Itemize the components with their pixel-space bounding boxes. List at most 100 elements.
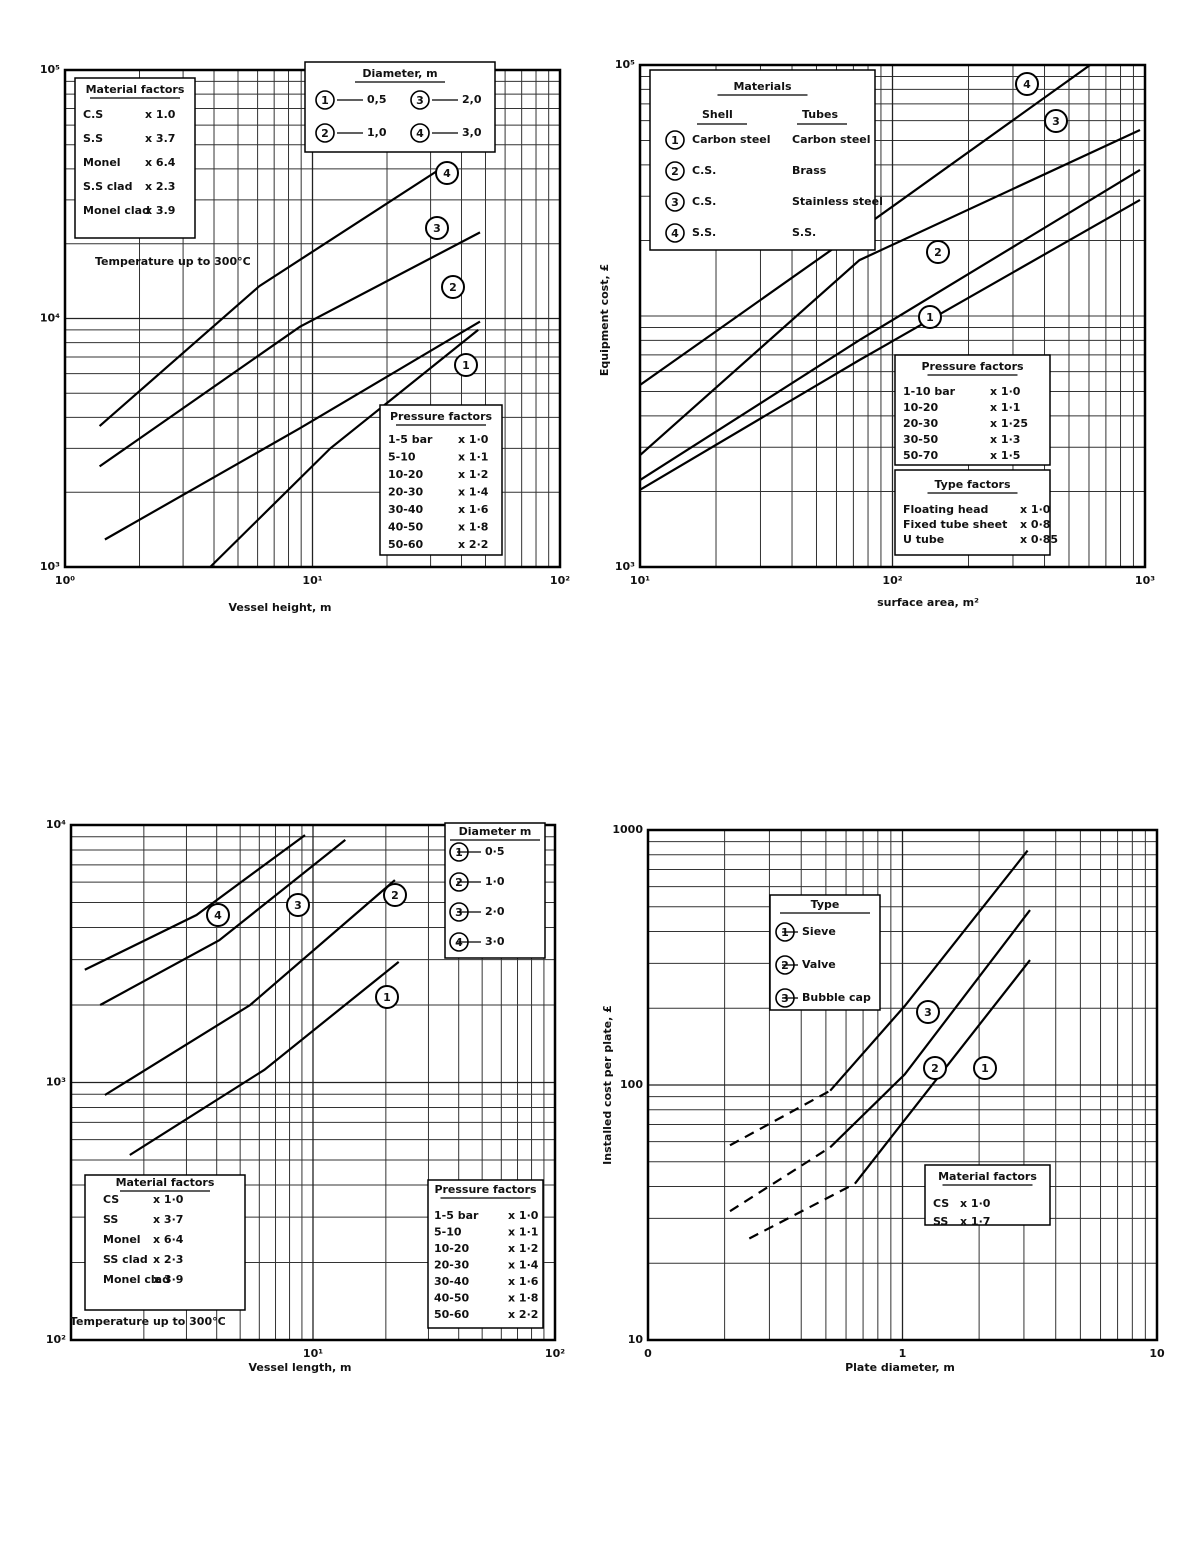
- curve-label: 4: [214, 909, 222, 922]
- table-cell: Carbon steel: [692, 133, 771, 146]
- table-cell: Bubble cap: [802, 991, 871, 1004]
- x-tick-label: 10⁰: [55, 574, 75, 587]
- curve-label-circle: [916, 1000, 940, 1024]
- table-cell: 1-5 bar: [434, 1209, 479, 1222]
- curve-label-circle: [973, 1056, 997, 1080]
- y-tick-label: 10: [628, 1333, 644, 1346]
- x-tick-label: 10³: [1135, 574, 1155, 587]
- table-cell: 20-30: [903, 417, 939, 430]
- table-cell: 2: [671, 165, 679, 178]
- y-tick-label: 10⁴: [46, 818, 66, 831]
- curve: [829, 909, 1031, 1149]
- table-cell: x 3·7: [153, 1213, 183, 1226]
- table-cell: CS: [933, 1197, 949, 1210]
- table-cell: x 1·0: [153, 1193, 184, 1206]
- table-cell: Monel clad: [103, 1273, 170, 1286]
- curve-label-circle: [383, 883, 407, 907]
- x-tick-label: 10¹: [630, 574, 650, 587]
- table-cell: x 1·7: [960, 1215, 990, 1228]
- curve: [854, 959, 1031, 1185]
- curve-label-circle: [375, 985, 399, 1009]
- table-cell: 3: [416, 94, 424, 107]
- x-axis-label: Plate diameter, m: [845, 1361, 955, 1374]
- curve: [639, 198, 1141, 491]
- table-cell: S.S.: [792, 226, 816, 239]
- table-cell: 0·5: [485, 845, 505, 858]
- table-cell: 10-20: [388, 468, 424, 481]
- table-cell: 2·0: [485, 905, 505, 918]
- curve-label: 4: [443, 167, 451, 180]
- y-tick-label: 1000: [612, 823, 643, 836]
- legend-circle: [665, 130, 685, 150]
- curve: [98, 165, 445, 427]
- curve-label-circle: [1044, 109, 1068, 133]
- table-title: Diameter m: [459, 825, 532, 838]
- table-cell: 1-5 bar: [388, 433, 433, 446]
- table-cell: U tube: [903, 533, 944, 546]
- legend-circle: [410, 123, 430, 143]
- curve: [104, 879, 396, 1096]
- table-cell: Floating head: [903, 503, 988, 516]
- y-tick-label: 10²: [46, 1333, 66, 1346]
- curve: [829, 849, 1029, 1092]
- table-cell: Carbon steel: [792, 133, 871, 146]
- table-cell: 2: [321, 127, 329, 140]
- curve: [748, 1182, 856, 1240]
- x-tick-label: 1: [899, 1347, 907, 1360]
- table-cell: Brass: [792, 164, 827, 177]
- curve-label-circle: [425, 216, 449, 240]
- y-tick-label: 10³: [40, 560, 60, 573]
- legend-box: [84, 1174, 246, 1311]
- curve-label: 2: [449, 281, 457, 294]
- table-cell: 1: [671, 134, 679, 147]
- x-tick-label: 10¹: [302, 574, 322, 587]
- table-cell: 1·0: [485, 875, 505, 888]
- plot-frame: [69, 823, 557, 1342]
- curve: [98, 231, 481, 468]
- curve-label: 3: [433, 222, 441, 235]
- y-tick-label: 10⁵: [615, 58, 635, 71]
- table-cell: Monel: [83, 156, 121, 169]
- y-axis-label: Installed cost per plate, £: [601, 1005, 614, 1165]
- table-title: Material factors: [116, 1176, 215, 1189]
- legend-box: [894, 469, 1051, 556]
- plot-frame: [646, 828, 1159, 1342]
- legend-box: [379, 404, 503, 556]
- table-cell: x 3.9: [145, 204, 175, 217]
- curve-label: 2: [931, 1062, 939, 1075]
- table-cell: x 1·8: [458, 521, 488, 534]
- table-cell: x 2·2: [458, 538, 488, 551]
- table-cell: 40-50: [434, 1292, 470, 1305]
- annotation: Temperature up to 300°C: [95, 255, 251, 268]
- legend-circle: [315, 90, 335, 110]
- legend-circle: [665, 161, 685, 181]
- table-cell: x 1·4: [458, 486, 489, 499]
- y-tick-label: 10³: [615, 560, 635, 573]
- x-tick-label: 0: [644, 1347, 652, 1360]
- table-cell: 30-50: [903, 433, 939, 446]
- x-axis-label: Vessel height, m: [228, 601, 331, 614]
- table-title: Material factors: [938, 1170, 1037, 1183]
- x-axis-label: Vessel length, m: [248, 1361, 351, 1374]
- curve-label: 1: [462, 359, 470, 372]
- table-cell: 3,0: [462, 126, 482, 139]
- curve: [99, 839, 346, 1006]
- table-cell: 30-40: [388, 503, 424, 516]
- table-cell: x 1·1: [990, 401, 1020, 414]
- table-title: Pressure factors: [921, 360, 1024, 373]
- table-cell: 1: [321, 94, 329, 107]
- table-cell: Monel clad: [83, 204, 150, 217]
- table-cell: 0,5: [367, 93, 387, 106]
- table-cell: x 1·3: [990, 433, 1020, 446]
- curve: [729, 1146, 831, 1213]
- curve-label: 1: [383, 991, 391, 1004]
- curve-label-circle: [454, 353, 478, 377]
- table-cell: Sieve: [802, 925, 836, 938]
- table-cell: x 1·6: [458, 503, 489, 516]
- table-cell: x 1·8: [508, 1292, 538, 1305]
- x-tick-label: 10¹: [303, 1347, 323, 1360]
- table-title: Materials: [733, 80, 791, 93]
- table-cell: x 1·4: [508, 1259, 539, 1272]
- table-cell: x 2.3: [145, 180, 175, 193]
